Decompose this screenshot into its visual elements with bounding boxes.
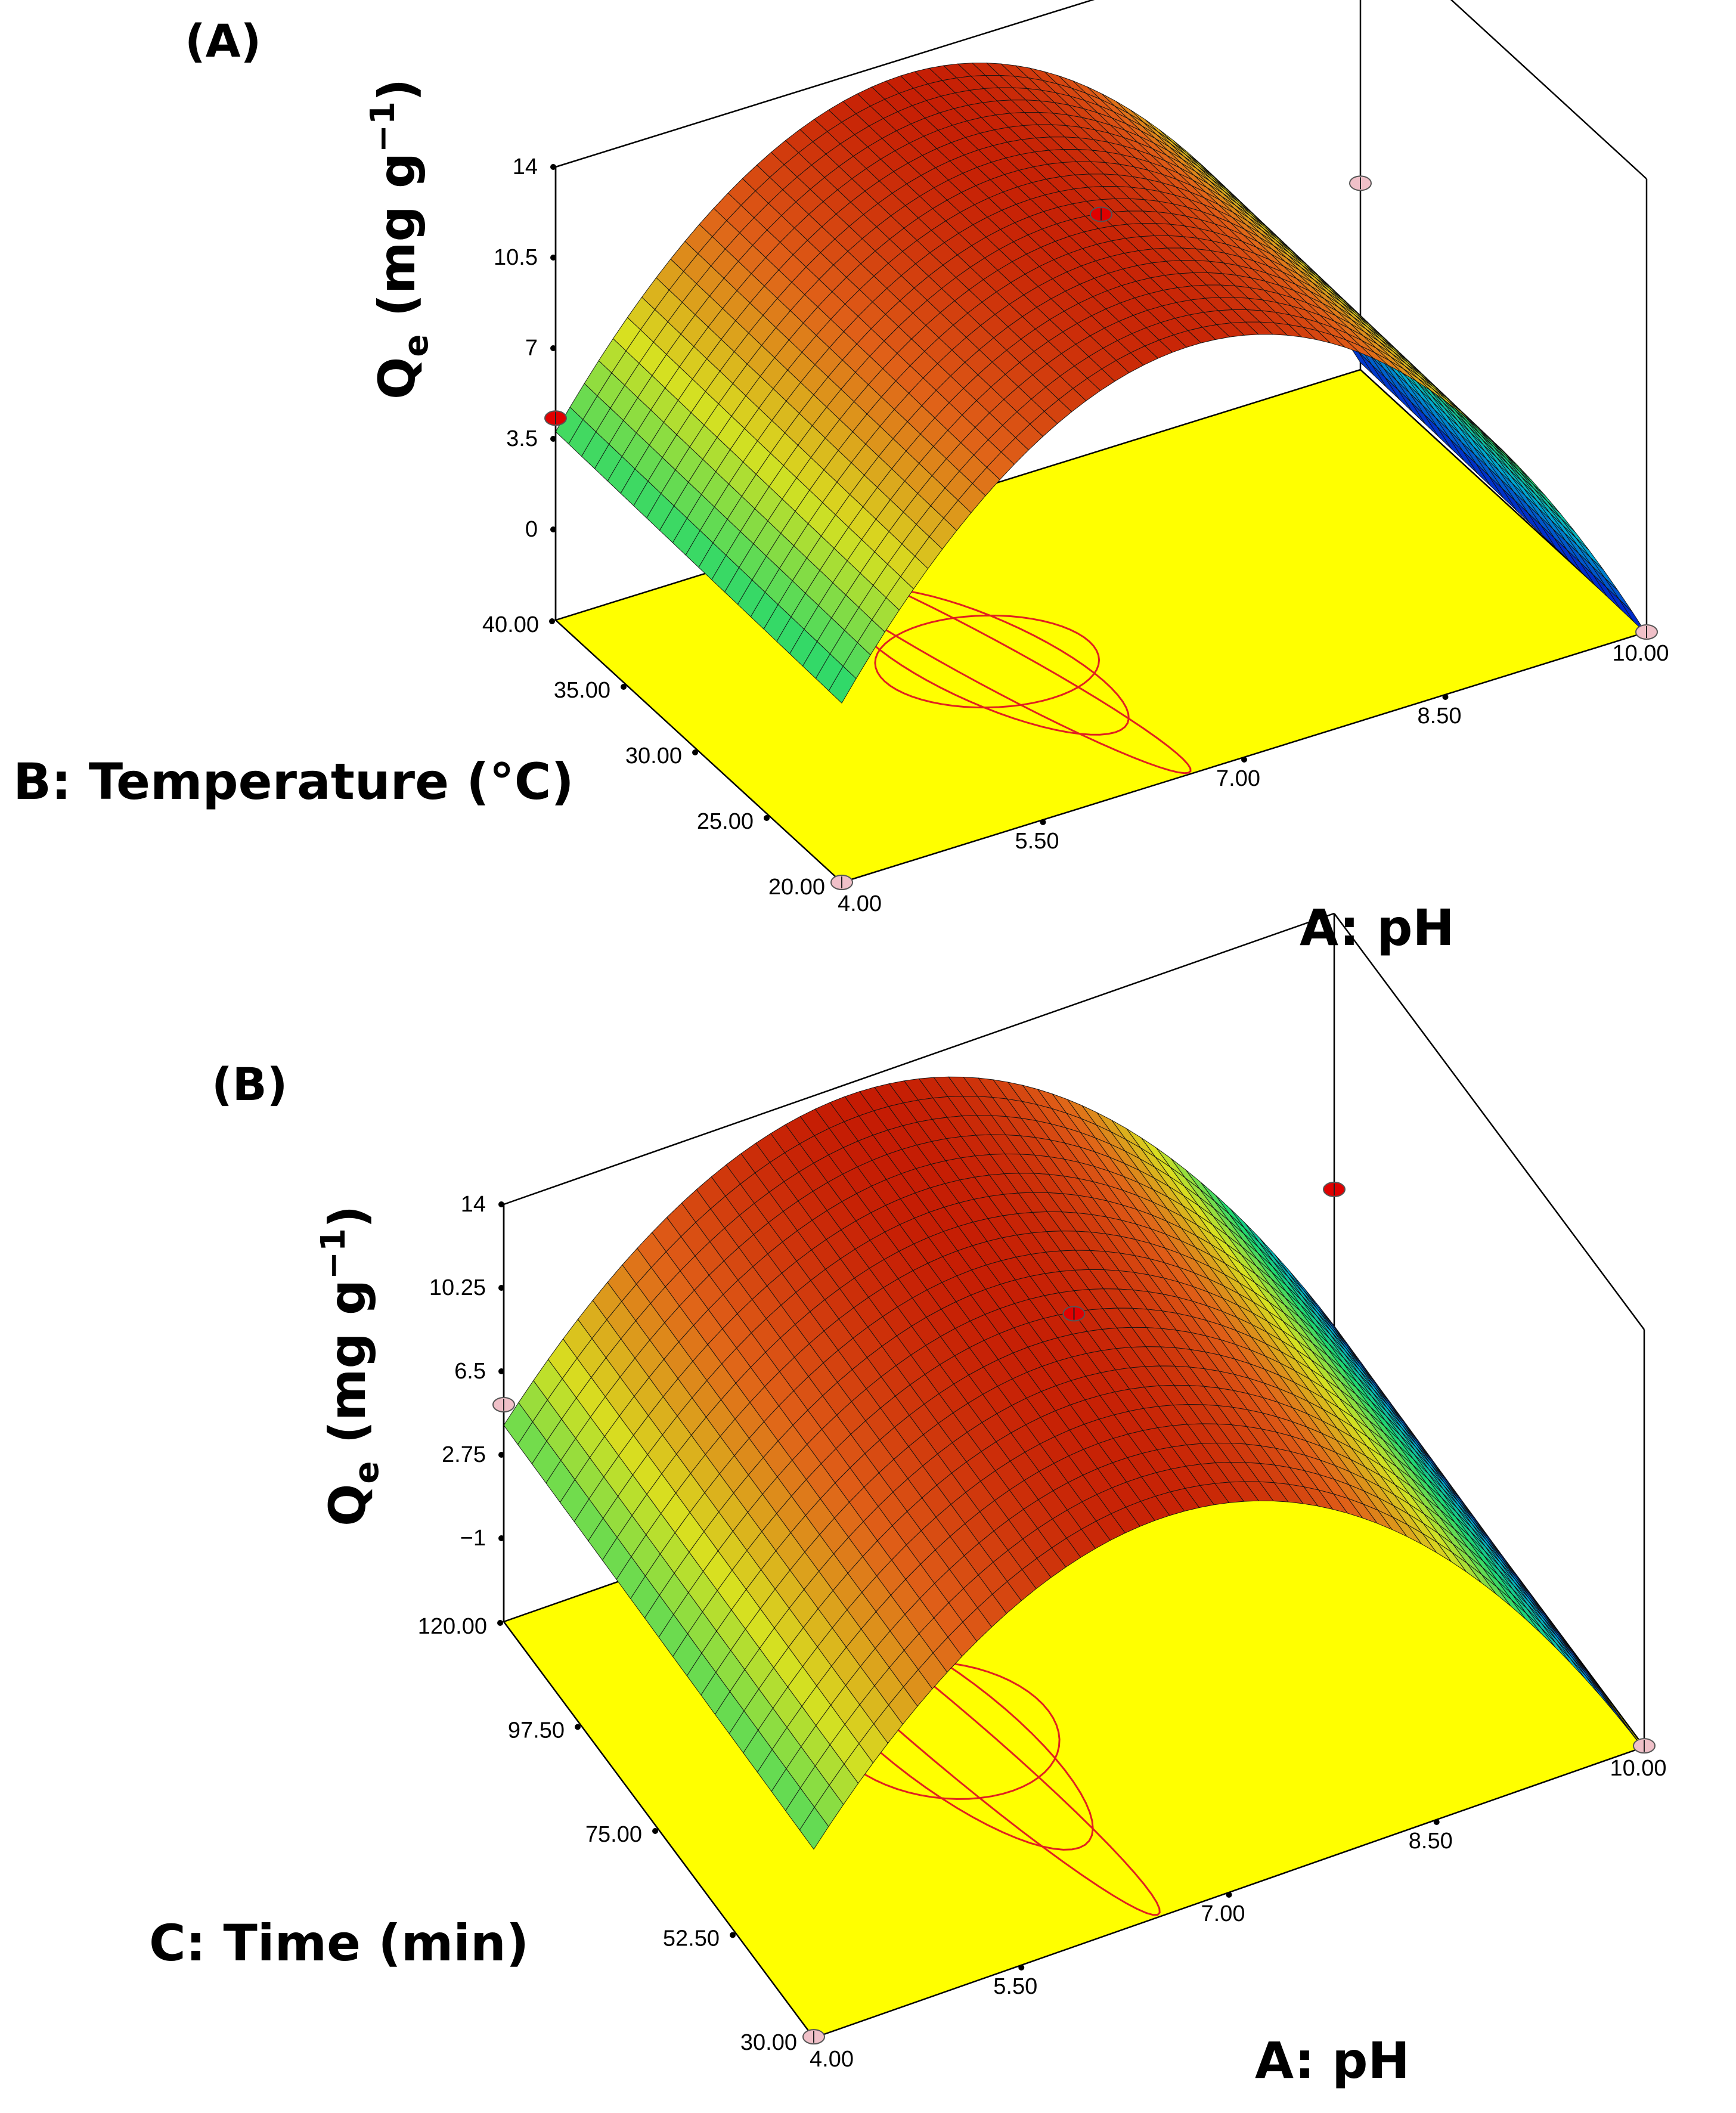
z-tick-mark — [550, 345, 556, 351]
x-tick-mark — [1433, 1819, 1440, 1825]
y-tick-mark — [652, 1828, 658, 1834]
z-tick-mark — [498, 1201, 504, 1207]
y-tick-mark — [621, 684, 627, 690]
y-tick-label: 97.50 — [508, 1718, 565, 1743]
z-tick-mark — [550, 526, 556, 532]
z-title-sup: −1 — [364, 101, 402, 153]
z-title-sub: e — [397, 334, 436, 357]
x-tick-mark — [1040, 819, 1046, 825]
z-tick-mark — [498, 1368, 504, 1374]
z-tick-label: 2.75 — [442, 1442, 486, 1467]
y-tick-label: 35.00 — [554, 678, 610, 703]
panel-a: 0 3.5 7 10.5 14 4.00 5.50 7.00 8.50 10.00 20.00 25.… — [13, 0, 1669, 957]
z-tick-label: 3.5 — [506, 426, 538, 451]
contour-line — [874, 614, 1100, 709]
y-tick-label: 25.00 — [697, 809, 754, 834]
x-tick-mark — [1241, 757, 1247, 763]
z-tick-label: −1 — [460, 1526, 486, 1551]
x-tick-label: 10.00 — [1612, 641, 1669, 666]
z-tick-mark — [550, 255, 556, 261]
x-tick-mark — [1018, 1965, 1025, 1971]
z-axis-title: Qe (mg g−1) — [314, 1206, 386, 1526]
box-edge — [503, 912, 1335, 1206]
box-edge — [555, 0, 1095, 168]
z-title-sup: −1 — [314, 1228, 353, 1279]
y-tick-mark — [730, 1932, 736, 1938]
z-title-main: Q — [368, 357, 426, 399]
z-title-rest: (mg g — [368, 153, 426, 334]
z-tick-label: 14 — [461, 1192, 486, 1217]
z-tick-label: 10.5 — [494, 245, 538, 270]
y-tick-label: 30.00 — [625, 743, 682, 769]
z-tick-label: 10.25 — [429, 1275, 486, 1300]
y-tick-label: 120.00 — [418, 1614, 487, 1639]
z-tick-mark — [550, 436, 556, 442]
z-tick-mark — [498, 1535, 504, 1541]
z-tick-mark — [550, 164, 556, 170]
y-axis-title: C: Time (min) — [149, 1914, 529, 1972]
z-title-close: ) — [318, 1206, 377, 1228]
x-tick-label: 7.00 — [1201, 1901, 1245, 1926]
y-tick-label: 40.00 — [482, 612, 539, 637]
z-tick-label: 0 — [525, 517, 538, 542]
x-tick-label: 8.50 — [1409, 1829, 1453, 1854]
z-tick-label: 14 — [513, 154, 538, 179]
z-title-main: Q — [318, 1484, 377, 1526]
response-surface — [503, 1076, 1645, 1850]
panel-label: (B) — [212, 1058, 287, 1111]
z-title-close: ) — [368, 79, 426, 101]
y-tick-label: 20.00 — [768, 875, 825, 900]
z-title-rest: (mg g — [318, 1279, 377, 1461]
y-tick-label: 52.50 — [663, 1926, 720, 1951]
y-tick-label: 75.00 — [585, 1822, 642, 1847]
z-axis-title: Qe (mg g−1) — [364, 79, 436, 399]
response-surface — [555, 63, 1647, 704]
z-title-sub: e — [348, 1461, 386, 1484]
x-tick-label: 8.50 — [1418, 704, 1462, 729]
panel-b: −1 2.75 6.5 10.25 14 4.00 5.50 7.00 8.50 10.00 30.… — [149, 912, 1667, 2090]
z-tick-mark — [498, 1452, 504, 1458]
box-edge — [1450, 0, 1647, 179]
x-tick-mark — [1442, 694, 1449, 700]
panel-label: (A) — [185, 14, 261, 67]
box-edge — [1333, 913, 1645, 1330]
x-tick-label: 10.00 — [1610, 1756, 1666, 1781]
z-tick-mark — [498, 1285, 504, 1291]
y-tick-mark — [692, 749, 698, 755]
x-tick-mark — [1226, 1892, 1232, 1898]
x-tick-label: 4.00 — [838, 891, 882, 916]
y-tick-mark — [497, 1620, 503, 1626]
y-tick-label: 30.00 — [740, 2030, 797, 2055]
x-tick-label: 7.00 — [1216, 766, 1260, 791]
x-tick-label: 4.00 — [810, 2047, 854, 2072]
y-tick-mark — [764, 815, 770, 821]
y-tick-mark — [575, 1724, 581, 1730]
x-axis-title: A: pH — [1300, 899, 1455, 957]
z-tick-label: 6.5 — [454, 1359, 486, 1384]
x-tick-label: 5.50 — [1015, 829, 1059, 854]
y-axis-title: B: Temperature (°C) — [13, 752, 574, 811]
x-axis-title: A: pH — [1255, 2031, 1410, 2090]
z-tick-label: 7 — [525, 336, 538, 361]
y-tick-mark — [549, 618, 555, 624]
x-tick-label: 5.50 — [993, 1974, 1037, 1999]
